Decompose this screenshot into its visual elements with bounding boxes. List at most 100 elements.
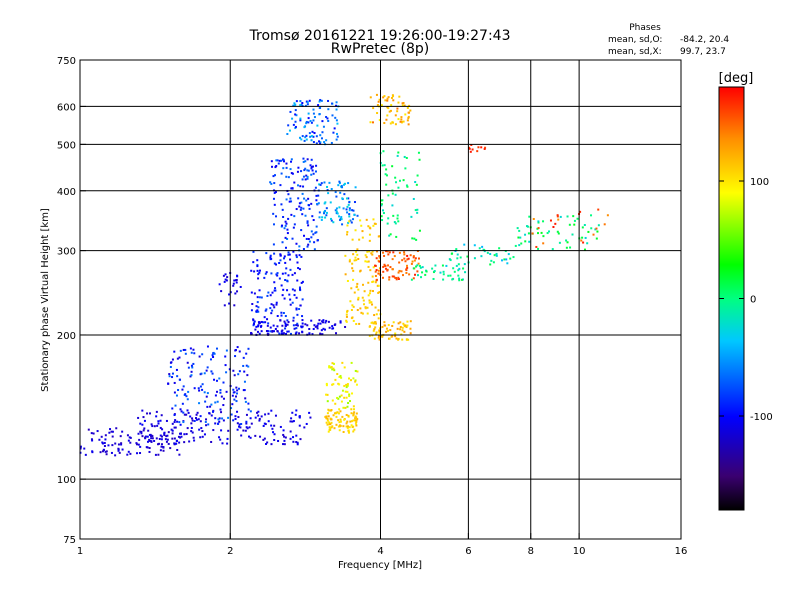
data-point bbox=[328, 365, 331, 368]
data-point bbox=[595, 227, 598, 230]
data-point bbox=[385, 327, 388, 330]
data-point bbox=[285, 323, 288, 326]
data-point bbox=[300, 138, 303, 141]
data-point bbox=[280, 203, 283, 206]
data-point bbox=[359, 307, 362, 310]
data-point bbox=[294, 109, 297, 112]
data-point bbox=[289, 437, 292, 440]
data-point bbox=[326, 423, 329, 426]
data-point bbox=[289, 168, 292, 171]
data-point bbox=[375, 269, 378, 272]
data-point bbox=[312, 135, 315, 138]
grid-lines bbox=[80, 60, 681, 539]
data-point bbox=[388, 276, 391, 279]
data-point bbox=[269, 294, 272, 297]
data-point bbox=[408, 273, 411, 276]
data-point bbox=[242, 356, 245, 359]
data-point bbox=[273, 262, 276, 265]
data-point bbox=[197, 387, 200, 390]
data-point bbox=[329, 409, 332, 412]
data-point bbox=[463, 243, 466, 246]
data-point bbox=[262, 438, 265, 441]
data-point bbox=[367, 260, 370, 263]
data-point bbox=[345, 425, 348, 428]
data-point bbox=[595, 237, 598, 240]
data-point bbox=[380, 199, 383, 202]
data-point bbox=[182, 348, 185, 351]
data-point bbox=[391, 204, 394, 207]
data-point bbox=[211, 410, 214, 413]
data-point bbox=[406, 185, 409, 188]
data-point bbox=[392, 321, 395, 324]
data-point bbox=[360, 311, 363, 314]
data-point bbox=[250, 309, 253, 312]
data-point bbox=[374, 274, 377, 277]
data-point bbox=[245, 422, 248, 425]
data-point bbox=[401, 329, 404, 332]
data-point bbox=[404, 113, 407, 116]
data-point bbox=[148, 433, 151, 436]
data-point bbox=[295, 114, 298, 117]
data-point bbox=[157, 453, 160, 456]
data-point bbox=[442, 278, 445, 281]
data-point bbox=[395, 337, 398, 340]
data-point bbox=[171, 372, 174, 375]
data-point bbox=[289, 268, 292, 271]
data-point bbox=[403, 155, 406, 158]
data-point bbox=[306, 169, 309, 172]
data-point bbox=[142, 429, 145, 432]
data-point bbox=[355, 412, 358, 415]
data-point bbox=[388, 337, 391, 340]
data-point bbox=[291, 237, 294, 240]
data-point bbox=[596, 230, 599, 233]
data-point bbox=[281, 224, 284, 227]
data-point bbox=[205, 369, 208, 372]
data-point bbox=[383, 164, 386, 167]
data-point bbox=[375, 333, 378, 336]
data-point bbox=[253, 320, 256, 323]
data-point bbox=[208, 412, 211, 415]
data-point bbox=[101, 450, 104, 453]
data-point bbox=[374, 326, 377, 329]
data-point bbox=[394, 276, 397, 279]
data-point bbox=[252, 322, 255, 325]
data-point bbox=[190, 422, 193, 425]
data-point bbox=[481, 245, 484, 248]
data-point bbox=[274, 414, 277, 417]
data-point bbox=[549, 219, 552, 222]
data-point bbox=[233, 304, 236, 307]
data-point bbox=[167, 431, 170, 434]
data-point bbox=[336, 396, 339, 399]
data-point bbox=[272, 431, 275, 434]
data-point bbox=[495, 252, 498, 255]
data-point bbox=[330, 188, 333, 191]
data-point bbox=[378, 260, 381, 263]
data-point bbox=[370, 321, 373, 324]
data-point bbox=[316, 239, 319, 242]
data-point bbox=[299, 208, 302, 211]
data-point bbox=[334, 209, 337, 212]
data-point bbox=[283, 320, 286, 323]
data-point bbox=[118, 451, 121, 454]
data-point bbox=[348, 393, 351, 396]
data-point bbox=[389, 233, 392, 236]
data-point bbox=[592, 233, 595, 236]
data-point bbox=[264, 321, 267, 324]
data-point bbox=[566, 241, 569, 244]
data-point bbox=[477, 146, 480, 149]
data-point bbox=[382, 150, 385, 153]
data-point bbox=[293, 289, 296, 292]
data-point bbox=[303, 426, 306, 429]
data-point bbox=[295, 242, 298, 245]
data-point bbox=[286, 289, 289, 292]
data-point bbox=[405, 271, 408, 274]
data-point bbox=[189, 347, 192, 350]
data-point bbox=[257, 414, 260, 417]
data-point bbox=[296, 279, 299, 282]
data-point bbox=[322, 319, 325, 322]
data-point bbox=[387, 253, 390, 256]
data-point bbox=[456, 253, 459, 256]
data-point bbox=[257, 324, 260, 327]
data-point bbox=[234, 418, 237, 421]
data-point bbox=[298, 332, 301, 335]
